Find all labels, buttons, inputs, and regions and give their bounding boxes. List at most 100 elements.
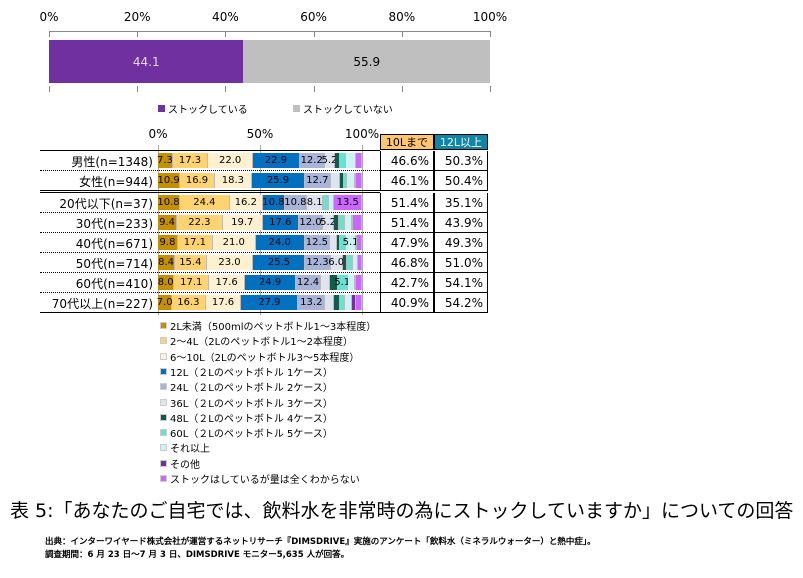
axis-line: [49, 31, 490, 32]
bar-segment: [356, 235, 362, 250]
bar-segment: 17.6: [205, 295, 242, 310]
bar-segment: 5.1: [334, 275, 351, 290]
legend-swatch: [160, 475, 167, 482]
bar-segment: [347, 275, 356, 290]
bar-segment: 17.1: [174, 275, 210, 290]
legend-swatch: [160, 459, 167, 467]
bar-segment: 12.5: [304, 235, 331, 250]
bar-segment: [339, 235, 346, 250]
tick-mark: [225, 31, 227, 37]
bar-segment: 13.2: [298, 295, 326, 310]
bar-segment: 12.4: [295, 275, 322, 290]
row-label: 50代(n=714): [75, 257, 153, 271]
legend-label: 24L（２Lのペットボトル 2ケース）: [170, 383, 333, 395]
row-divider: [40, 232, 380, 233]
row-label: 60代(n=410): [75, 277, 153, 291]
legend-item: その他: [160, 456, 200, 471]
bar-segment: 13.5: [334, 195, 362, 210]
bar-segment: [345, 215, 353, 230]
tick-mark: [49, 86, 50, 92]
table-cell: 51.0%: [434, 253, 488, 273]
bar-segment: 23.0: [206, 255, 254, 270]
legend-item: それ以上: [160, 440, 210, 455]
bar-segment: [339, 173, 344, 188]
tick-label: 60%: [300, 10, 327, 24]
row-label: 女性(n=944): [79, 175, 153, 189]
legend-item: 24L（２Lのペットボトル 2ケース）: [160, 379, 333, 394]
bar-segment: 5.2: [320, 215, 336, 230]
legend-label: 12L（２Lのペットボトル 1ケース）: [170, 367, 333, 379]
table-cell: 42.7%: [380, 273, 434, 293]
bar-segment: [333, 215, 339, 230]
tick-mark: [137, 86, 139, 92]
bar-segment: 17.3: [172, 153, 209, 168]
bar-segment: 8.1: [306, 195, 324, 210]
bar-segment: 16.9: [180, 173, 215, 188]
tick-label: 0%: [39, 10, 59, 24]
legend-label: ストックしていない: [303, 105, 393, 116]
bar-segment: [340, 153, 347, 168]
bar-segment: 10.8: [157, 195, 181, 210]
bar-segment: [346, 255, 353, 270]
legend-swatch: [160, 398, 167, 406]
bar-segment: [357, 255, 362, 270]
row-divider: [40, 212, 380, 213]
tick-mark: [225, 86, 227, 92]
bar-segment: [356, 235, 358, 250]
table-cell: 46.1%: [380, 171, 434, 191]
bar-segment: [343, 173, 347, 188]
legend-swatch: [293, 105, 300, 112]
legend-label: 6～10L（2Lのペットボトル3～5本程度）: [170, 352, 360, 364]
tick-label: 50%: [246, 127, 274, 141]
row-label: 20代以下(n=37): [59, 197, 153, 211]
legend-swatch: [160, 413, 167, 421]
bar-segment: [346, 153, 356, 168]
period-note: 調査期間：6 月 23 日～7 月 3 日、DIMSDRIVE モニター5,63…: [45, 550, 350, 560]
tick-label: 100%: [344, 127, 380, 141]
legend-label: 36L（２Lのペットボトル 3ケース）: [170, 398, 333, 410]
legend-swatch: [160, 444, 167, 452]
row-label: 40代(n=671): [75, 237, 153, 251]
legend-item: 12L（２Lのペットボトル 1ケース）: [160, 364, 333, 379]
table-cell: 40.9%: [380, 293, 434, 313]
bar-segment: 16.2: [229, 195, 263, 210]
bar-segment: 9.8: [158, 235, 178, 250]
legend-item: 48L（２Lのペットボトル 4ケース）: [160, 410, 333, 425]
row-divider: [40, 252, 380, 253]
table-cell: 46.8%: [380, 253, 434, 273]
tick-mark: [313, 31, 315, 37]
table-cell: 54.2%: [434, 293, 488, 313]
bar-segment: [323, 195, 329, 210]
gridline: [362, 145, 363, 315]
table-top-line: [40, 150, 380, 151]
bar-segment: 22.0: [208, 153, 254, 168]
table-cell: 51.4%: [380, 193, 434, 213]
bar-segment: [336, 235, 340, 250]
bar-segment: [330, 235, 337, 250]
bar-segment: [353, 215, 362, 230]
bar-segment: 15.4: [175, 255, 207, 270]
bar-segment: 24.9: [245, 275, 296, 290]
bar-segment: 10.8: [262, 195, 285, 210]
row-label: 70代以上(n=227): [51, 297, 153, 311]
table-cell: 43.9%: [434, 213, 488, 233]
table-cell: 50.3%: [434, 151, 488, 171]
legend-swatch: [158, 105, 165, 112]
bar-segment: 17.6: [209, 275, 246, 290]
legend-label: 2～4L（2Lのペットボトル1～2本程度）: [170, 337, 353, 349]
bar-segment: 10.8: [284, 195, 307, 210]
bar-segment: [334, 295, 340, 310]
table-header: 10Lまで: [380, 134, 434, 150]
row-label: 男性(n=1348): [71, 155, 153, 169]
tick-label: 80%: [388, 10, 416, 24]
legend-label: 2L未満（500mlのペットボトル1～3本程度）: [170, 322, 377, 333]
legend-label: 48L（２Lのペットボトル 4ケース）: [170, 413, 333, 425]
table-header: 12L以上: [434, 134, 488, 150]
legend-label: ストックしている: [168, 105, 248, 116]
bar-segment: [355, 153, 357, 168]
bar-segment: [325, 295, 335, 310]
table-bottom-line: [40, 312, 380, 313]
legend-swatch: [160, 322, 167, 329]
bar-segment: 21.0: [212, 235, 256, 250]
bar-segment: [330, 275, 338, 290]
